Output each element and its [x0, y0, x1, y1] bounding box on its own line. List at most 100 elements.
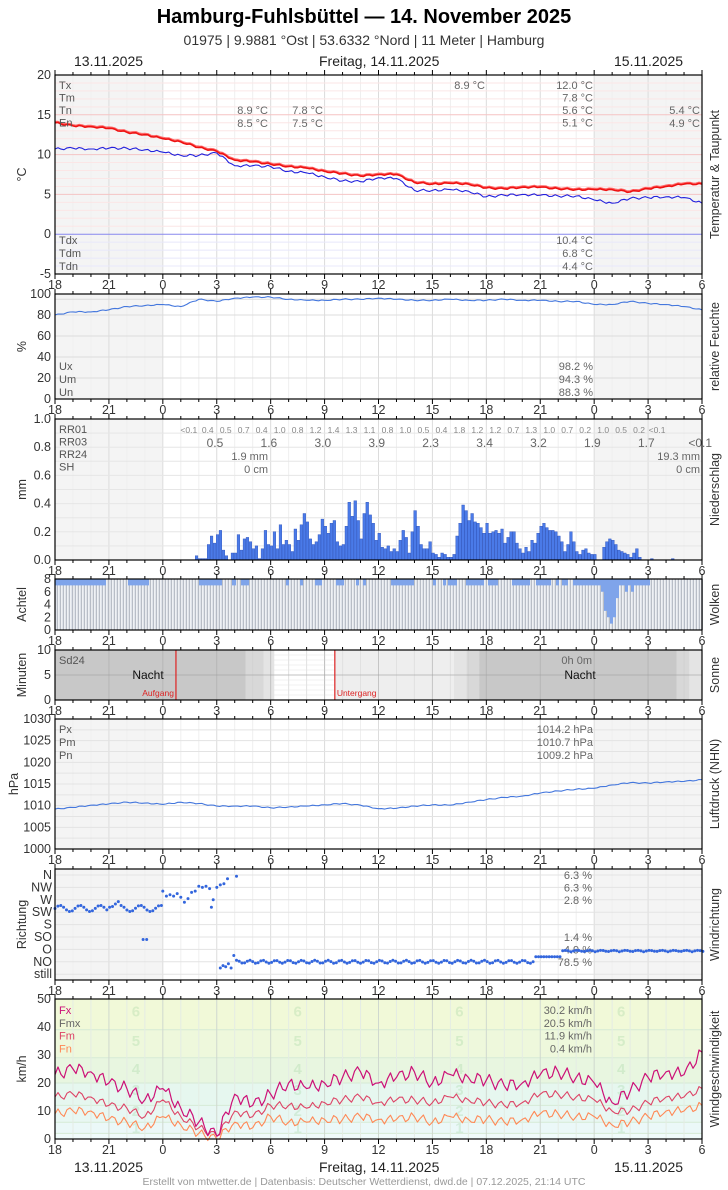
precip-bar	[212, 542, 217, 561]
precip-bar	[464, 510, 468, 561]
direction-dot	[105, 908, 109, 912]
x-tick-label: 0	[591, 403, 598, 417]
rr01-value: 0.5	[220, 425, 232, 435]
cloud-bar	[601, 579, 604, 592]
rr01-value: 0.2	[579, 425, 591, 435]
direction-dot	[224, 965, 228, 969]
y-axis-label: Richtung	[15, 900, 29, 949]
precip-bar	[302, 513, 306, 561]
y-tick-label: 60	[37, 329, 51, 343]
stat-value: 30.2 km/h	[544, 1005, 592, 1017]
rr01-value: 0.8	[292, 425, 304, 435]
direction-dot	[421, 960, 424, 964]
direction-dot	[348, 960, 352, 964]
direction-dot	[491, 961, 495, 965]
direction-dot	[386, 961, 389, 965]
x-tick-label: 0	[159, 278, 166, 292]
cloud-bar	[631, 579, 634, 592]
sh-value: 0 cm	[244, 464, 268, 476]
stat-value: 7.8 °C	[292, 105, 323, 117]
x-tick-label: 18	[479, 564, 493, 578]
precip-bar	[287, 544, 291, 561]
x-tick-label: 0	[591, 564, 598, 578]
direction-dot	[399, 961, 403, 965]
rr01-value: 1.2	[471, 425, 483, 435]
x-tick-label: 21	[102, 853, 116, 867]
series-line	[54, 121, 703, 194]
direction-dot	[288, 959, 292, 963]
x-tick-label: 18	[48, 853, 62, 867]
direction-label: S	[44, 918, 52, 932]
direction-dot	[466, 960, 470, 963]
direction-dot	[431, 959, 435, 963]
stat-value: 1009.2 hPa	[537, 750, 594, 762]
direction-dot	[483, 958, 486, 962]
rr01-value: 1.3	[525, 425, 537, 435]
direction-dot	[550, 955, 554, 959]
direction-dot	[485, 960, 489, 964]
direction-dot	[364, 959, 368, 962]
rr01-value: 0.4	[256, 425, 268, 435]
precip-bar	[383, 548, 387, 561]
direction-dot	[628, 949, 632, 953]
stat-label: Tdn	[59, 261, 78, 273]
series-line	[54, 296, 703, 316]
direction-dot	[235, 958, 238, 962]
rr01-value: 1.1	[364, 425, 376, 435]
precip-bar	[545, 527, 549, 561]
y-axis-label: %	[15, 341, 29, 352]
cloud-bar	[336, 579, 344, 586]
precip-bar	[293, 528, 297, 561]
precip-bar	[371, 523, 375, 561]
rr01-value: 0.8	[382, 425, 394, 435]
direction-dot	[604, 949, 608, 953]
precip-bar	[230, 552, 235, 561]
cloud-bar	[300, 579, 303, 586]
cloud-bar	[536, 579, 551, 586]
direction-dot	[356, 960, 360, 964]
precip-bar	[479, 527, 483, 561]
direction-dot	[215, 885, 219, 889]
direction-dot	[145, 908, 149, 912]
direction-dot	[652, 949, 656, 953]
precip-bar	[578, 554, 582, 561]
x-tick-label: 3	[213, 984, 220, 998]
x-tick-label: 9	[321, 278, 328, 292]
direction-dot	[139, 904, 143, 907]
precip-bar	[584, 548, 588, 561]
rr01-value: 0.4	[202, 425, 214, 435]
x-tick-label: 0	[159, 853, 166, 867]
precip-bar	[605, 541, 609, 561]
precip-bar	[392, 548, 396, 561]
x-tick-label: 15	[425, 403, 439, 417]
precip-bar	[278, 524, 283, 561]
direction-dot	[647, 948, 651, 952]
direction-dot	[79, 904, 83, 907]
precip-bar	[431, 552, 435, 561]
precip-bar	[602, 547, 606, 561]
direction-dot	[161, 889, 165, 893]
x-tick-label: 0	[159, 564, 166, 578]
direction-share: 6.3 %	[564, 870, 592, 882]
direction-dot	[698, 949, 702, 953]
direction-dot	[99, 904, 103, 907]
precip-bar	[275, 548, 280, 561]
direction-dot	[461, 961, 465, 965]
precip-bar	[236, 534, 241, 561]
x-tick-label: 18	[48, 704, 62, 718]
precip-bar	[482, 533, 486, 561]
y-tick-label: 30	[37, 1048, 51, 1062]
stat-value: 7.8 °C	[562, 93, 593, 105]
stat-value: 1010.7 hPa	[537, 737, 594, 749]
direction-dot	[222, 882, 226, 886]
direction-dot	[383, 961, 387, 965]
direction-dot	[547, 955, 551, 959]
precip-bar	[506, 537, 510, 561]
stat-label: Px	[59, 724, 72, 736]
y-tick-label: 100	[30, 287, 51, 301]
direction-dot	[685, 948, 689, 952]
rr03-value: 2.3	[422, 436, 439, 450]
precip-bar	[344, 526, 348, 561]
x-tick-label: 6	[267, 403, 274, 417]
